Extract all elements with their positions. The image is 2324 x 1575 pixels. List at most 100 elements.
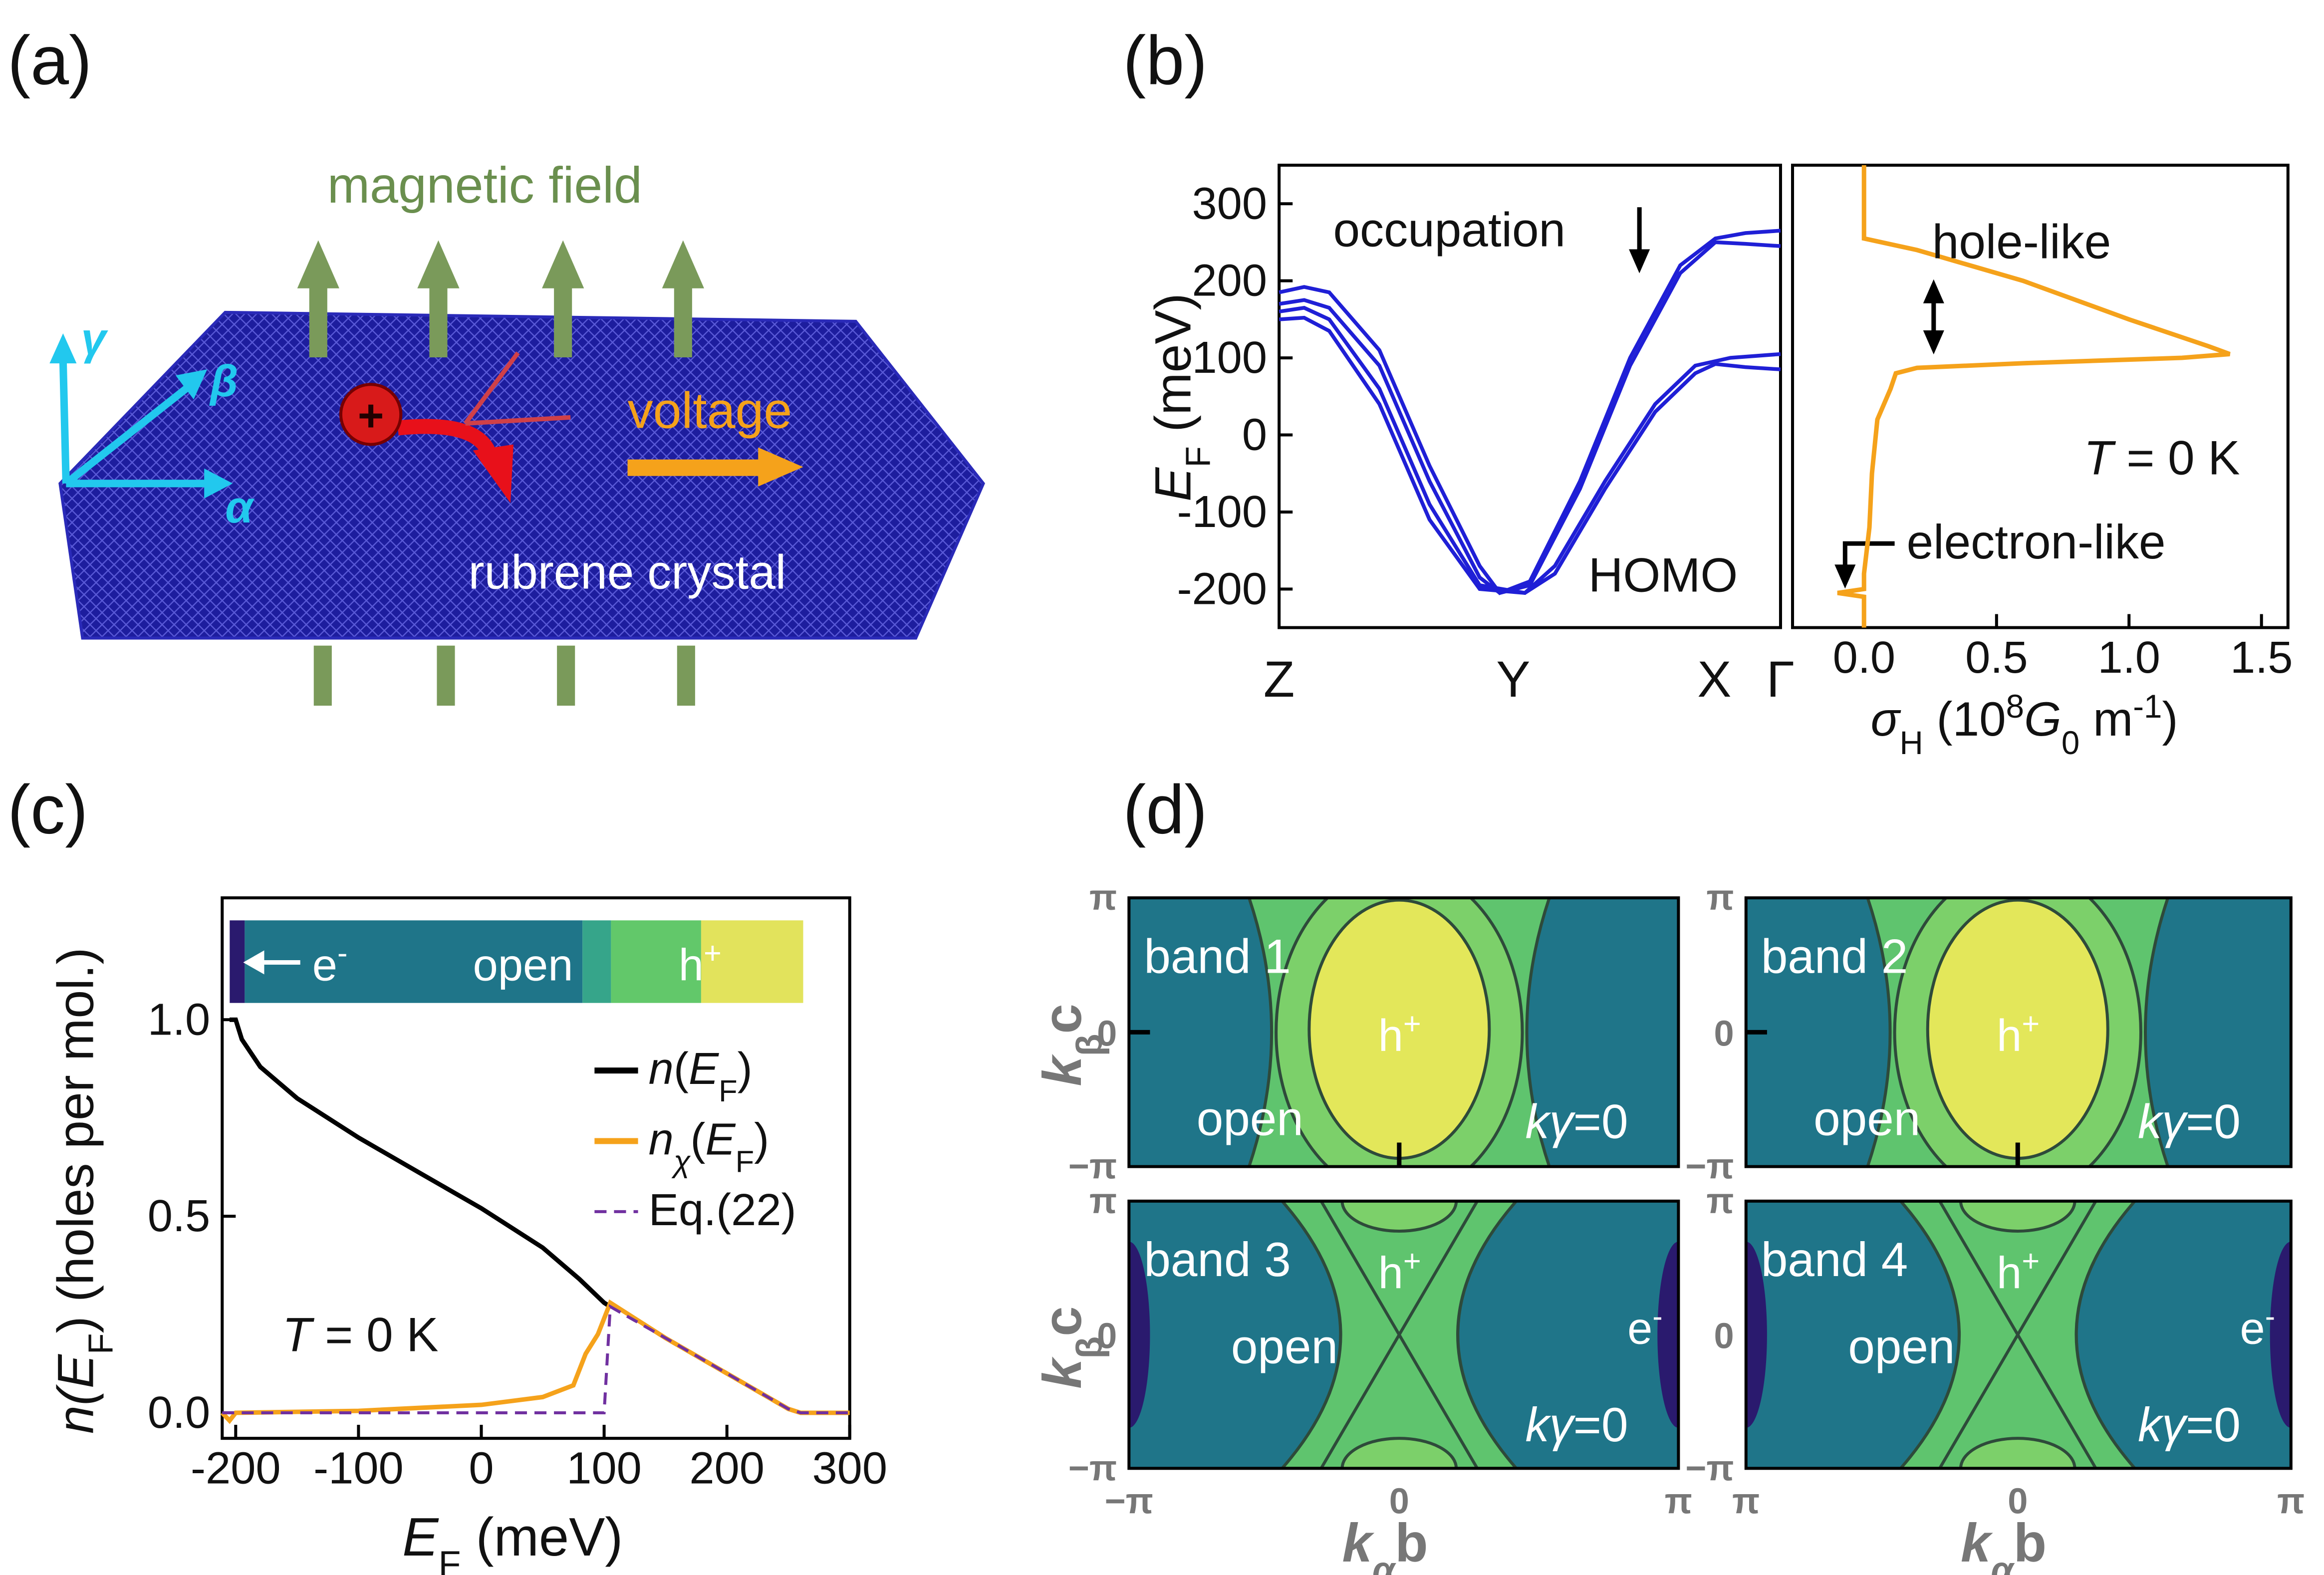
- text-part: k: [2138, 1095, 2164, 1148]
- text-part: =0: [2186, 1398, 2241, 1452]
- contour-map: [1129, 1201, 1679, 1469]
- annotation: T = 0 K: [282, 1309, 439, 1362]
- region-label: open: [1813, 1092, 1920, 1145]
- series-line: [1279, 315, 1781, 595]
- text-part: k: [1961, 1513, 1993, 1573]
- text-part: -: [1652, 1299, 1662, 1333]
- panel-label: (d): [1123, 772, 1207, 848]
- text-part: β: [1068, 1034, 1110, 1056]
- y-tick-label: π: [1706, 878, 1734, 918]
- contour-region: [1959, 1437, 2076, 1469]
- region-label: open: [1848, 1320, 1955, 1374]
- text-part: =0: [2186, 1095, 2241, 1148]
- electron-pocket: [1657, 1242, 1679, 1428]
- text-part: α: [1991, 1549, 2015, 1575]
- text-part: (meV): [461, 1507, 623, 1567]
- electron-pocket: [1746, 1242, 1767, 1428]
- y-tick-label: −π: [1685, 1147, 1734, 1187]
- text-part: F: [1179, 446, 1218, 467]
- crystal-axes: [49, 333, 233, 499]
- annotation: electron-like: [1907, 516, 2166, 569]
- map-frame: [1744, 1199, 2293, 1470]
- text-part: h: [1378, 1011, 1403, 1061]
- region-label: h+: [1378, 1006, 1421, 1061]
- x-tick-label: 1.0: [2098, 632, 2160, 683]
- text-part: γ: [2162, 1095, 2188, 1148]
- x-tick-label: 0: [469, 1443, 494, 1493]
- text-part: k: [1032, 1054, 1092, 1086]
- strip-label: open: [473, 940, 573, 991]
- text-part: (: [674, 1044, 689, 1094]
- text-part: +: [704, 936, 722, 970]
- y-tick-label: -200: [1177, 563, 1267, 614]
- region-label: open: [1197, 1092, 1303, 1145]
- y-tick-label: π: [1706, 1181, 1734, 1221]
- text-part: γ: [2162, 1398, 2188, 1452]
- text-part: G: [2024, 693, 2062, 746]
- text-part: h: [1997, 1011, 2022, 1061]
- annotation: occupation: [1333, 203, 1565, 257]
- band-label: band 1: [1144, 930, 1291, 984]
- y-tick-label: 100: [1192, 332, 1267, 383]
- x-tick-label: 0: [1389, 1482, 1409, 1522]
- x-tick-label: 1.5: [2230, 632, 2293, 683]
- text-part: E: [402, 1507, 439, 1567]
- x-tick-label: 0.0: [1833, 632, 1895, 683]
- series-line: [1837, 165, 2231, 628]
- y-tick-label: π: [1089, 878, 1117, 918]
- region-label: h+: [1997, 1244, 2040, 1299]
- x-tick-label: Γ: [1767, 650, 1795, 708]
- text-part: χ: [671, 1144, 691, 1179]
- strip-label: e-: [312, 936, 348, 991]
- text-part: 0: [2062, 725, 2079, 761]
- series-line: [229, 1017, 612, 1309]
- y-tick-label: 0.0: [148, 1387, 210, 1438]
- field-label: magnetic field: [327, 156, 642, 214]
- crystal-illustration: +: [49, 240, 985, 706]
- map-frame: [1127, 1199, 1680, 1470]
- x-tick-label: π: [2277, 1482, 2305, 1522]
- region-label: h+: [1997, 1006, 2040, 1061]
- x-tick-label: -100: [313, 1443, 404, 1493]
- text-part: T: [282, 1309, 315, 1362]
- axis-alpha: α: [225, 482, 255, 532]
- region-label: kγ=0: [2138, 1398, 2241, 1452]
- text-part: ) (holes per mol.): [47, 948, 104, 1333]
- x-axis-label: kαb: [1342, 1513, 1428, 1575]
- contour-map: [1129, 898, 1679, 1167]
- text-part: =0: [1573, 1095, 1628, 1148]
- y-tick-label: 200: [1192, 256, 1267, 306]
- text-part: n: [649, 1044, 674, 1094]
- text-part: k: [2138, 1398, 2164, 1452]
- text-part: k: [1032, 1356, 1092, 1389]
- text-part: c: [1032, 1004, 1092, 1034]
- x-axis-label: EF (meV): [402, 1507, 623, 1575]
- contour-region: [1340, 1201, 1458, 1233]
- x-tick-label: Z: [1264, 650, 1294, 708]
- electron-pocket: [2270, 1242, 2291, 1428]
- text-part: = 0 K: [2113, 432, 2240, 485]
- text-part: F: [736, 1144, 754, 1179]
- text-part: +: [1403, 1244, 1421, 1278]
- plot-frame: [221, 896, 851, 1440]
- hole-motion: +: [339, 351, 571, 503]
- y-tick-label: 0: [1242, 410, 1267, 460]
- annotation: HOMO: [1588, 548, 1738, 602]
- voltage-arrow: [627, 447, 803, 487]
- annotation-arrows: [1629, 207, 1944, 589]
- series-line: [1279, 240, 1781, 595]
- crystal-label: rubrene crystal: [469, 545, 786, 599]
- region-label: e-: [1627, 1299, 1663, 1354]
- text-part: γ: [1549, 1398, 1576, 1452]
- text-part: ): [738, 1044, 753, 1094]
- region-label: kγ=0: [1526, 1095, 1628, 1148]
- text-part: F: [719, 1074, 737, 1108]
- text-part: ): [2162, 693, 2178, 746]
- text-part: c: [1032, 1306, 1092, 1336]
- x-tick-label: 300: [812, 1443, 887, 1493]
- electron-pocket: [1129, 1242, 1150, 1428]
- text-part: = 0 K: [311, 1309, 438, 1362]
- y-tick-label: 0: [1714, 1014, 1734, 1053]
- y-tick-label: -100: [1177, 487, 1267, 537]
